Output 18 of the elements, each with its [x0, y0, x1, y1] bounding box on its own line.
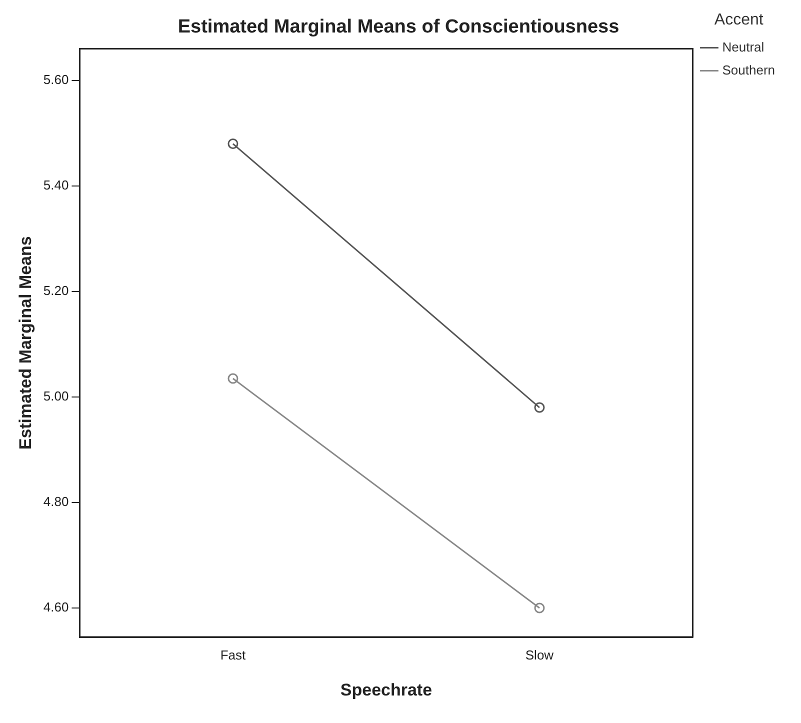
legend-title: Accent	[714, 11, 764, 28]
point	[228, 373, 238, 384]
y-tick-label: 5.40	[43, 178, 69, 193]
y-tick-label: 4.60	[43, 600, 69, 615]
point	[534, 402, 545, 413]
y-axis-title: Estimated Marginal Means	[16, 236, 35, 450]
x-axis-title: Speechrate	[340, 680, 432, 700]
y-tick-label: 4.80	[43, 494, 69, 510]
x-tick-label: Slow	[525, 647, 554, 662]
chart-title: Estimated Marginal Means of Conscientiousness	[178, 16, 620, 38]
y-tick-label: 5.60	[43, 72, 69, 88]
point	[228, 138, 238, 150]
legend-label: Southern	[722, 62, 776, 78]
legend-label: Neutral	[722, 39, 764, 54]
point	[534, 602, 545, 614]
x-tick-label: Fast	[220, 647, 246, 662]
y-tick-label: 5.00	[43, 388, 69, 404]
y-tick-label: 5.20	[43, 283, 69, 298]
